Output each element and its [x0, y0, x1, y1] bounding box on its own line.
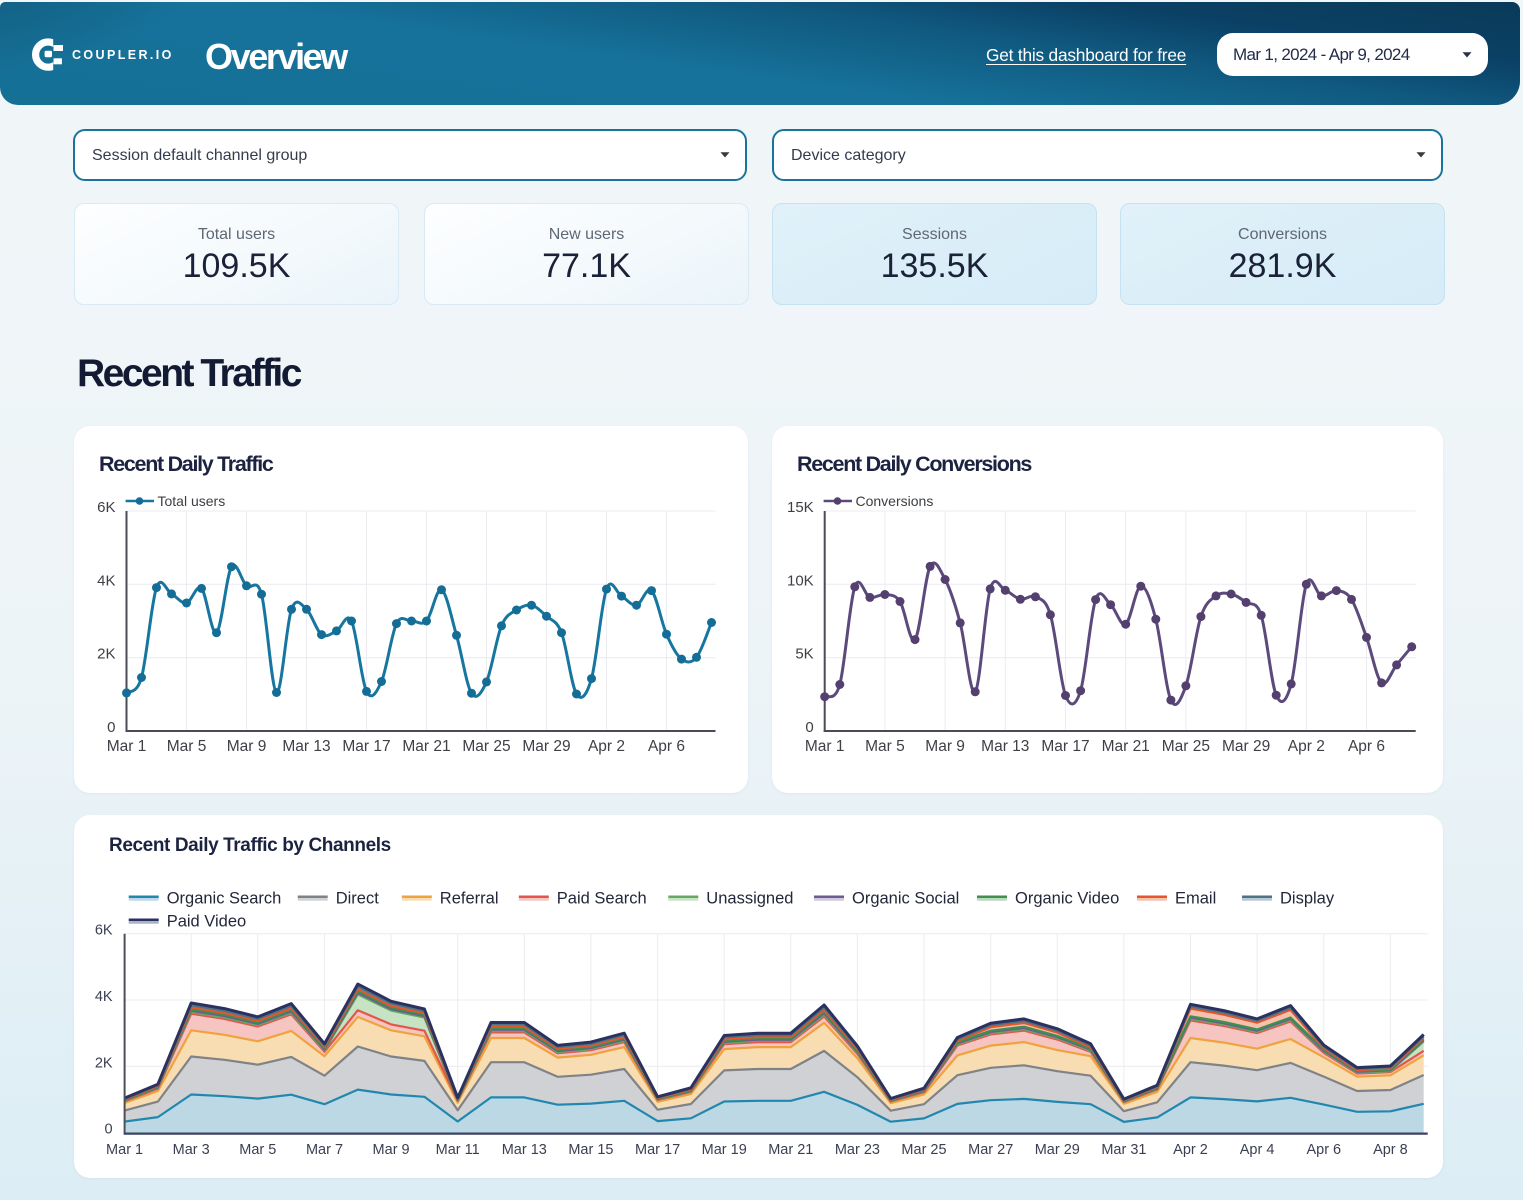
svg-text:Mar 5: Mar 5 [239, 1142, 276, 1158]
svg-text:Mar 5: Mar 5 [167, 738, 207, 755]
svg-text:2K: 2K [97, 646, 115, 663]
svg-text:Apr 2: Apr 2 [1288, 738, 1325, 755]
svg-text:6K: 6K [95, 923, 113, 939]
svg-text:Referral: Referral [440, 890, 499, 908]
svg-text:15K: 15K [787, 499, 814, 516]
svg-text:Mar 29: Mar 29 [1035, 1142, 1080, 1158]
svg-text:2K: 2K [95, 1055, 113, 1071]
svg-text:Mar 25: Mar 25 [901, 1142, 946, 1158]
svg-text:4K: 4K [95, 989, 113, 1005]
svg-text:Apr 4: Apr 4 [1240, 1142, 1275, 1158]
svg-text:Mar 21: Mar 21 [1102, 738, 1150, 755]
svg-text:Mar 9: Mar 9 [925, 738, 965, 755]
svg-text:Mar 25: Mar 25 [1162, 738, 1210, 755]
svg-text:Mar 1: Mar 1 [107, 738, 147, 755]
svg-text:Mar 17: Mar 17 [1041, 738, 1089, 755]
svg-text:Mar 9: Mar 9 [373, 1142, 410, 1158]
svg-text:Mar 31: Mar 31 [1101, 1142, 1146, 1158]
svg-text:Apr 8: Apr 8 [1373, 1142, 1408, 1158]
svg-text:Recent Daily Traffic: Recent Daily Traffic [99, 452, 274, 476]
svg-text:Mar 13: Mar 13 [502, 1142, 547, 1158]
svg-text:Mar 21: Mar 21 [402, 738, 450, 755]
svg-text:Mar 1: Mar 1 [805, 738, 845, 755]
svg-text:Apr 2: Apr 2 [588, 738, 625, 755]
svg-text:Apr 6: Apr 6 [648, 738, 685, 755]
svg-text:Mar 17: Mar 17 [342, 738, 390, 755]
svg-text:Mar 11: Mar 11 [436, 1142, 480, 1158]
svg-text:Mar 7: Mar 7 [306, 1142, 343, 1158]
svg-text:Mar 29: Mar 29 [522, 738, 570, 755]
svg-text:4K: 4K [97, 572, 115, 589]
svg-text:6K: 6K [97, 499, 115, 516]
svg-text:Mar 15: Mar 15 [568, 1142, 613, 1158]
svg-text:Unassigned: Unassigned [706, 890, 793, 908]
svg-text:Paid Video: Paid Video [167, 913, 247, 931]
svg-text:Apr 6: Apr 6 [1348, 738, 1385, 755]
svg-text:Mar 3: Mar 3 [173, 1142, 210, 1158]
svg-text:Mar 27: Mar 27 [968, 1142, 1013, 1158]
svg-text:Apr 2: Apr 2 [1173, 1142, 1208, 1158]
svg-text:Mar 19: Mar 19 [702, 1142, 747, 1158]
svg-text:Mar 13: Mar 13 [981, 738, 1029, 755]
svg-text:Email: Email [1175, 890, 1216, 908]
svg-text:0: 0 [107, 719, 115, 736]
svg-text:Mar 21: Mar 21 [768, 1142, 813, 1158]
svg-text:Mar 5: Mar 5 [865, 738, 905, 755]
svg-text:Mar 9: Mar 9 [227, 738, 267, 755]
svg-text:Conversions: Conversions [856, 493, 934, 509]
svg-text:Paid Search: Paid Search [557, 890, 647, 908]
svg-text:0: 0 [805, 719, 813, 736]
svg-text:Mar 17: Mar 17 [635, 1142, 680, 1158]
svg-text:Mar 25: Mar 25 [462, 738, 510, 755]
svg-text:Apr 6: Apr 6 [1306, 1142, 1341, 1158]
svg-text:Organic Video: Organic Video [1015, 890, 1119, 908]
svg-text:Recent Daily Conversions: Recent Daily Conversions [797, 452, 1032, 476]
svg-text:Mar 23: Mar 23 [835, 1142, 880, 1158]
svg-text:Organic Search: Organic Search [167, 890, 282, 908]
svg-text:Recent Daily Traffic by Channe: Recent Daily Traffic by Channels [109, 835, 391, 856]
svg-text:Display: Display [1280, 890, 1335, 908]
svg-text:Mar 13: Mar 13 [282, 738, 330, 755]
svg-text:0: 0 [105, 1122, 113, 1138]
svg-text:Mar 29: Mar 29 [1222, 738, 1270, 755]
svg-text:Direct: Direct [336, 890, 380, 908]
svg-text:5K: 5K [795, 646, 813, 663]
svg-text:10K: 10K [787, 572, 814, 589]
svg-text:Total users: Total users [158, 493, 226, 509]
svg-text:Organic Social: Organic Social [852, 890, 959, 908]
svg-text:Mar 1: Mar 1 [106, 1142, 143, 1158]
